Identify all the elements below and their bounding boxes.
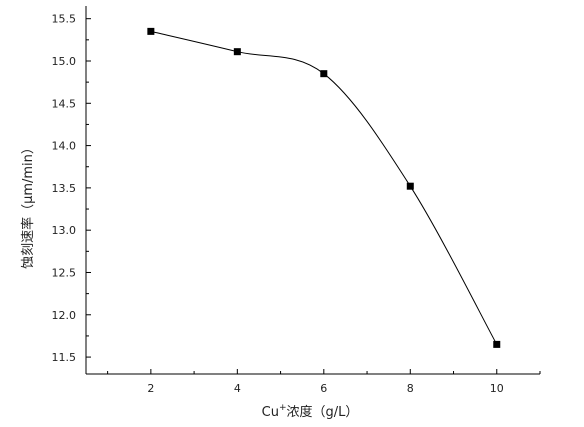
x-tick-label: 4: [234, 382, 241, 395]
y-tick-label: 11.5: [52, 351, 77, 364]
data-point: [493, 340, 501, 348]
data-point: [233, 48, 241, 56]
y-tick-label: 13.0: [52, 224, 77, 237]
axes: [85, 6, 540, 375]
x-tick-label: 10: [490, 382, 504, 395]
data-point: [320, 70, 328, 78]
y-tick-label: 12.5: [52, 266, 77, 279]
x-axis-title-main: Cu: [262, 405, 279, 420]
y-tick-label: 15.0: [52, 55, 77, 68]
x-tick-label: 8: [407, 382, 414, 395]
y-tick-label: 14.0: [52, 140, 77, 153]
y-axis-ticks: 11.5 12.0 12.5 13.0 13.5 14.0 14.5 15.0 15.5: [52, 13, 91, 364]
x-axis-title-superscript: +: [279, 403, 287, 413]
data-point: [406, 182, 414, 190]
x-tick-label: 6: [320, 382, 327, 395]
series-line: [150, 30, 498, 345]
y-tick-label: 12.0: [52, 309, 77, 322]
x-axis-title-rest: 浓度（g/L）: [287, 404, 359, 420]
data-point: [147, 27, 155, 35]
x-axis-title: Cu+浓度（g/L）: [262, 403, 359, 420]
x-tick-label: 2: [147, 382, 154, 395]
y-tick-label: 14.5: [52, 97, 77, 110]
y-axis-title: 蚀刻速率（μm/min）: [20, 141, 36, 269]
x-axis-ticks: 2 4 6 8 10: [107, 369, 541, 395]
series: [147, 27, 501, 348]
y-tick-label: 15.5: [52, 13, 77, 26]
y-tick-label: 13.5: [52, 182, 77, 195]
